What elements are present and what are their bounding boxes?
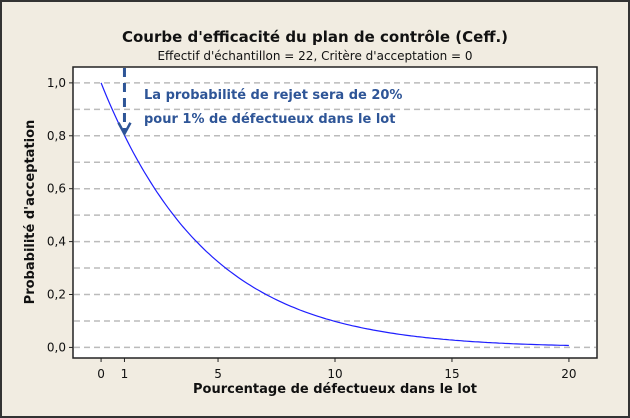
y-tick-label: 1,0 (47, 76, 66, 90)
x-axis-label: Pourcentage de défectueux dans le lot (193, 382, 477, 397)
chart-subtitle: Effectif d'échantillon = 22, Critère d'a… (157, 49, 472, 63)
annotation-line-2: pour 1% de défectueux dans le lot (144, 112, 395, 127)
plot-area (72, 66, 598, 359)
x-tick-label: 20 (561, 367, 576, 381)
oc-curve-line (100, 82, 569, 347)
x-tick-label: 10 (327, 367, 342, 381)
annotation-arrow (117, 68, 132, 137)
y-axis-label: Probabilité d'acceptation (23, 120, 38, 305)
arrow-head (117, 122, 132, 137)
x-tick-label: 5 (214, 367, 222, 381)
y-tick-label: 0,4 (47, 235, 66, 249)
x-tick-label: 15 (444, 367, 459, 381)
chart-title: Courbe d'efficacité du plan de contrôle … (122, 28, 508, 46)
y-tick-label: 0,6 (47, 182, 66, 196)
y-tick-label: 0,0 (47, 340, 66, 354)
y-tick-label: 0,2 (47, 288, 66, 302)
y-tick-label: 0,8 (47, 129, 66, 143)
x-tick-label: 0 (97, 367, 105, 381)
x-tick-label: 1 (121, 367, 129, 381)
annotation-line-1: La probabilité de rejet sera de 20% (144, 88, 402, 103)
